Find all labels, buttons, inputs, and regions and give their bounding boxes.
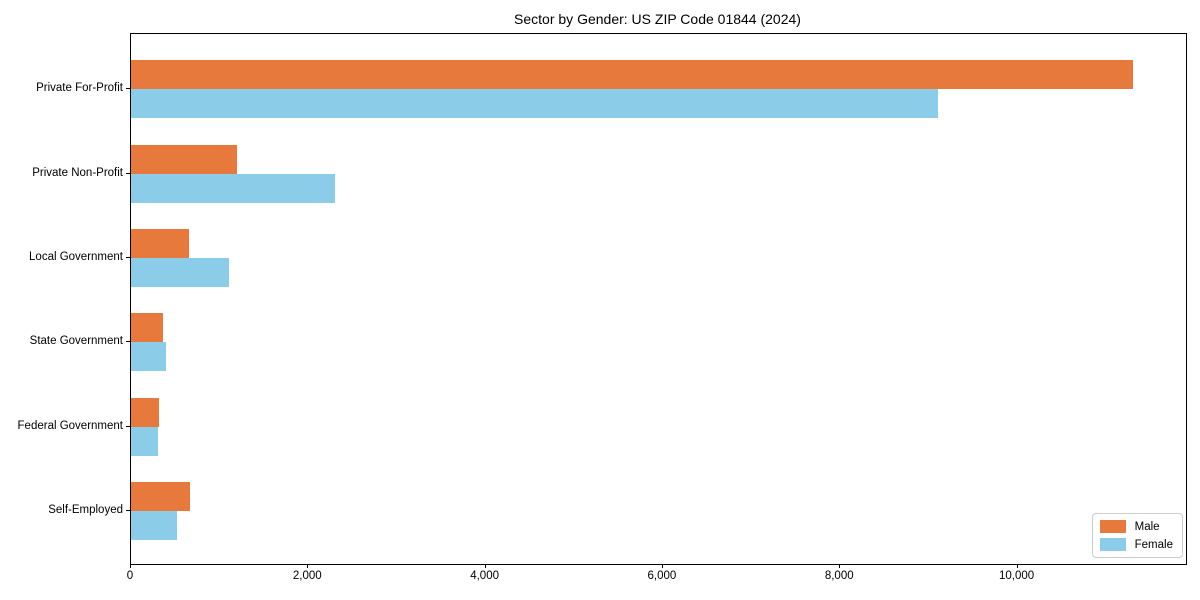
legend-item-female: Female	[1099, 538, 1173, 551]
y-tick-label: Self-Employed	[48, 503, 123, 516]
bar-female-self-employed	[131, 510, 178, 540]
legend-label-male: Male	[1134, 520, 1160, 533]
female-color-swatch	[1099, 538, 1126, 551]
x-tick-label: 0	[126, 570, 134, 582]
y-tick-label: State Government	[29, 335, 123, 348]
x-tick-mark	[661, 564, 663, 568]
y-tick-mark	[126, 172, 130, 174]
x-tick-mark	[1016, 564, 1018, 568]
bar-male-federal-government	[131, 397, 160, 427]
bar-female-private-for-profit	[131, 89, 938, 119]
x-tick-label: 10,000	[998, 570, 1035, 582]
bar-female-state-government	[131, 342, 167, 372]
legend: Male Female	[1091, 513, 1183, 558]
y-tick-mark	[126, 509, 130, 511]
x-tick-label: 8,000	[824, 570, 854, 582]
bar-male-local-government	[131, 228, 189, 258]
x-tick-mark	[130, 564, 131, 568]
legend-label-female: Female	[1134, 538, 1173, 551]
y-tick-label: Private For-Profit	[36, 82, 123, 95]
x-tick-label: 6,000	[647, 570, 677, 582]
legend-item-male: Male	[1099, 520, 1173, 533]
bar-male-self-employed	[131, 481, 191, 511]
plot-area: Male Female	[130, 33, 1187, 565]
bar-female-local-government	[131, 257, 229, 287]
male-color-swatch	[1099, 520, 1126, 533]
x-tick-mark	[484, 564, 486, 568]
y-tick-label: Federal Government	[17, 419, 123, 432]
y-tick-mark	[126, 341, 130, 343]
x-tick-mark	[307, 564, 309, 568]
y-tick-mark	[126, 425, 130, 427]
x-tick-label: 4,000	[470, 570, 499, 582]
y-tick-mark	[126, 256, 130, 258]
bar-male-state-government	[131, 313, 163, 343]
y-tick-label: Private Non-Profit	[32, 166, 123, 179]
y-tick-mark	[126, 88, 130, 90]
y-tick-label: Local Government	[29, 250, 123, 263]
chart-title: Sector by Gender: US ZIP Code 01844 (202…	[514, 11, 801, 27]
x-tick-label: 2,000	[292, 570, 322, 582]
x-tick-mark	[839, 564, 841, 568]
bar-female-federal-government	[131, 426, 158, 456]
bar-male-private-for-profit	[131, 60, 1133, 90]
bar-female-private-non-profit	[131, 173, 335, 203]
bar-male-private-non-profit	[131, 144, 238, 174]
